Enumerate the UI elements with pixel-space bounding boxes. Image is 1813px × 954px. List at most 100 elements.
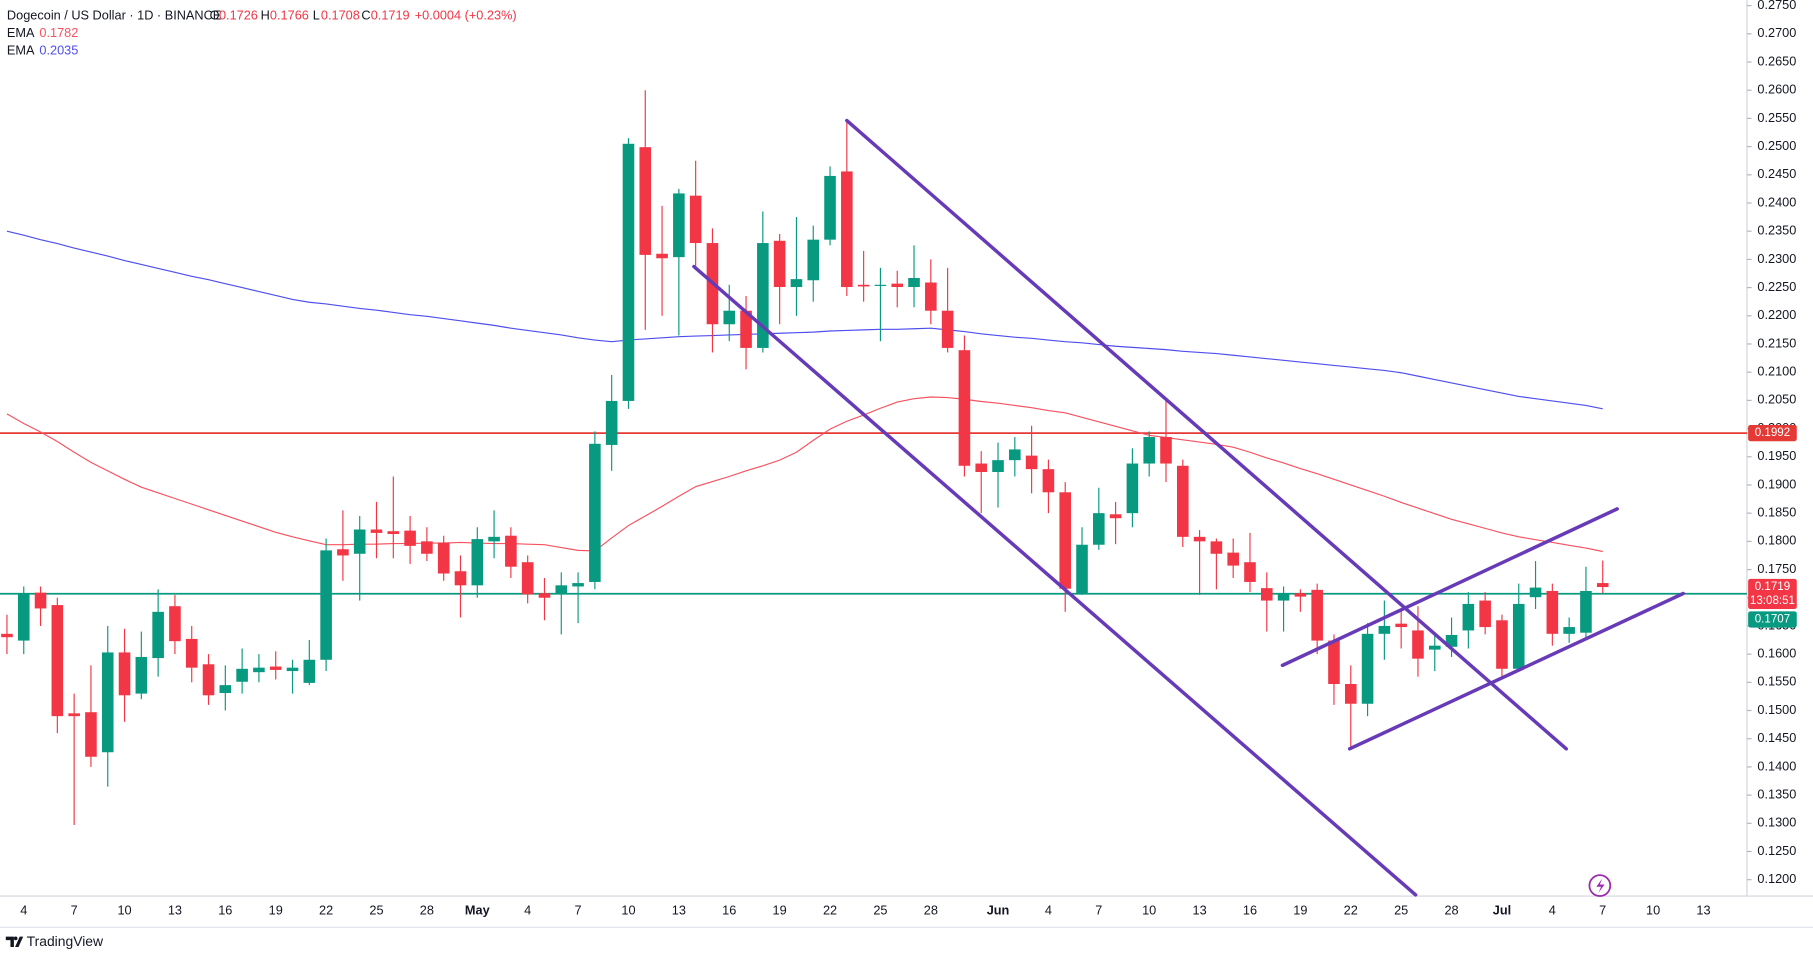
- candle-body: [639, 147, 652, 255]
- x-tick-label: 28: [420, 902, 434, 917]
- x-tick-label: 19: [1293, 902, 1307, 917]
- y-tick-label: 0.1900: [1757, 476, 1796, 491]
- x-tick-label: 13: [168, 902, 182, 917]
- candle-body: [471, 539, 484, 586]
- candle-body: [790, 279, 803, 288]
- x-tick-label: Jun: [987, 902, 1010, 917]
- x-tick-label: 10: [1646, 902, 1660, 917]
- trend-line[interactable]: [845, 118, 1568, 751]
- change: +0.0004 (+0.23%): [415, 8, 517, 23]
- candle-body: [1294, 593, 1307, 597]
- candle-body: [370, 529, 383, 533]
- candle-body: [1227, 552, 1239, 566]
- candle-body: [538, 593, 551, 598]
- x-tick-label: 25: [873, 902, 887, 917]
- candle-body: [673, 193, 685, 258]
- candle-body: [1042, 469, 1055, 493]
- ohlc-value: 0.1766: [270, 8, 309, 23]
- candle-body: [1, 633, 13, 638]
- indicator-value: 0.2035: [39, 42, 78, 57]
- candle-body: [286, 667, 299, 672]
- y-tick-label: 0.2350: [1757, 223, 1796, 238]
- y-tick-label: 0.1550: [1757, 674, 1796, 689]
- y-tick-label: 0.2150: [1757, 335, 1796, 350]
- y-tick-label: 0.2450: [1757, 166, 1796, 181]
- icon[interactable]: [1588, 874, 1612, 897]
- candle-body: [908, 278, 920, 288]
- y-tick-label: 0.1200: [1757, 871, 1796, 886]
- y-tick-label: 0.2750: [1757, 0, 1796, 12]
- trend-line[interactable]: [1280, 507, 1619, 668]
- x-tick-label: 25: [1394, 902, 1408, 917]
- candle-body: [891, 283, 904, 288]
- candle-body: [1479, 600, 1491, 628]
- x-tick-label: 16: [1243, 902, 1257, 917]
- y-tick-label: 0.1800: [1757, 533, 1796, 548]
- candle-body: [505, 535, 517, 567]
- candle-body: [874, 284, 887, 286]
- candle-body: [269, 666, 282, 670]
- y-tick-label: 0.2250: [1757, 279, 1796, 294]
- x-tick-label: 7: [575, 902, 582, 917]
- legend: Dogecoin / US Dollar · 1D · BINANCE O 0.…: [7, 8, 517, 58]
- candle-body: [572, 583, 584, 587]
- y-tick-label: 0.2550: [1757, 110, 1796, 125]
- x-tick-label: 22: [319, 902, 333, 917]
- x-tick-label: 13: [1696, 902, 1710, 917]
- candle-body: [1277, 593, 1290, 601]
- ohlc-label: H: [261, 8, 270, 23]
- candle-body: [1143, 437, 1155, 464]
- price-label-box: [1748, 424, 1797, 442]
- brand-name: TradingView: [27, 933, 104, 949]
- candle-body: [1009, 449, 1021, 461]
- indicator-name[interactable]: EMA: [7, 25, 35, 40]
- y-tick-label: 0.2050: [1757, 392, 1796, 407]
- trend-line[interactable]: [692, 264, 1418, 897]
- ema-line: [6, 230, 1603, 410]
- alert-icon[interactable]: [1588, 874, 1612, 897]
- x-tick-label: 19: [269, 902, 283, 917]
- y-tick-label: 0.1350: [1757, 786, 1796, 801]
- x-tick-label: 19: [773, 902, 787, 917]
- candle-body: [1328, 640, 1340, 685]
- x-tick-label: 22: [1344, 902, 1358, 917]
- x-tick-label: 7: [1599, 902, 1606, 917]
- candle-body: [337, 549, 349, 556]
- x-tick-label: 13: [672, 902, 686, 917]
- candle-body: [236, 668, 248, 682]
- candle-body: [135, 656, 148, 694]
- ohlc-label: C: [361, 8, 370, 23]
- indicator-name[interactable]: EMA: [7, 42, 35, 57]
- candle-body: [1428, 645, 1441, 650]
- candle-body: [1361, 633, 1374, 704]
- candle-body: [1462, 603, 1475, 631]
- price-label: 13:08:51: [1750, 595, 1795, 607]
- candle-body: [1580, 590, 1592, 633]
- candle-body: [17, 594, 30, 641]
- x-tick-label: 7: [71, 902, 78, 917]
- candle-body: [118, 652, 131, 696]
- price-label-box: [1748, 578, 1797, 610]
- candle-body: [101, 652, 114, 753]
- y-tick-label: 0.2300: [1757, 251, 1796, 266]
- ohlc-label: L: [313, 8, 320, 23]
- candle-body: [320, 550, 332, 660]
- candle-body: [34, 592, 47, 609]
- x-tick-label: 25: [369, 902, 383, 917]
- candle-body: [605, 400, 618, 445]
- x-tick-label: 4: [1549, 902, 1556, 917]
- icon[interactable]: [1596, 878, 1605, 893]
- candle-body: [807, 239, 820, 281]
- candle-body: [303, 659, 316, 683]
- candle-body: [757, 243, 769, 348]
- candle-body: [773, 240, 786, 288]
- trend-lines[interactable]: [692, 118, 1685, 897]
- symbol-title[interactable]: Dogecoin / US Dollar · 1D · BINANCE: [7, 8, 221, 23]
- x-tick-label: 4: [524, 902, 531, 917]
- candle-body: [689, 195, 702, 244]
- y-tick-label: 0.1500: [1757, 702, 1796, 717]
- candle-body: [992, 460, 1004, 472]
- candle-body: [941, 310, 954, 348]
- trend-line[interactable]: [1347, 591, 1685, 751]
